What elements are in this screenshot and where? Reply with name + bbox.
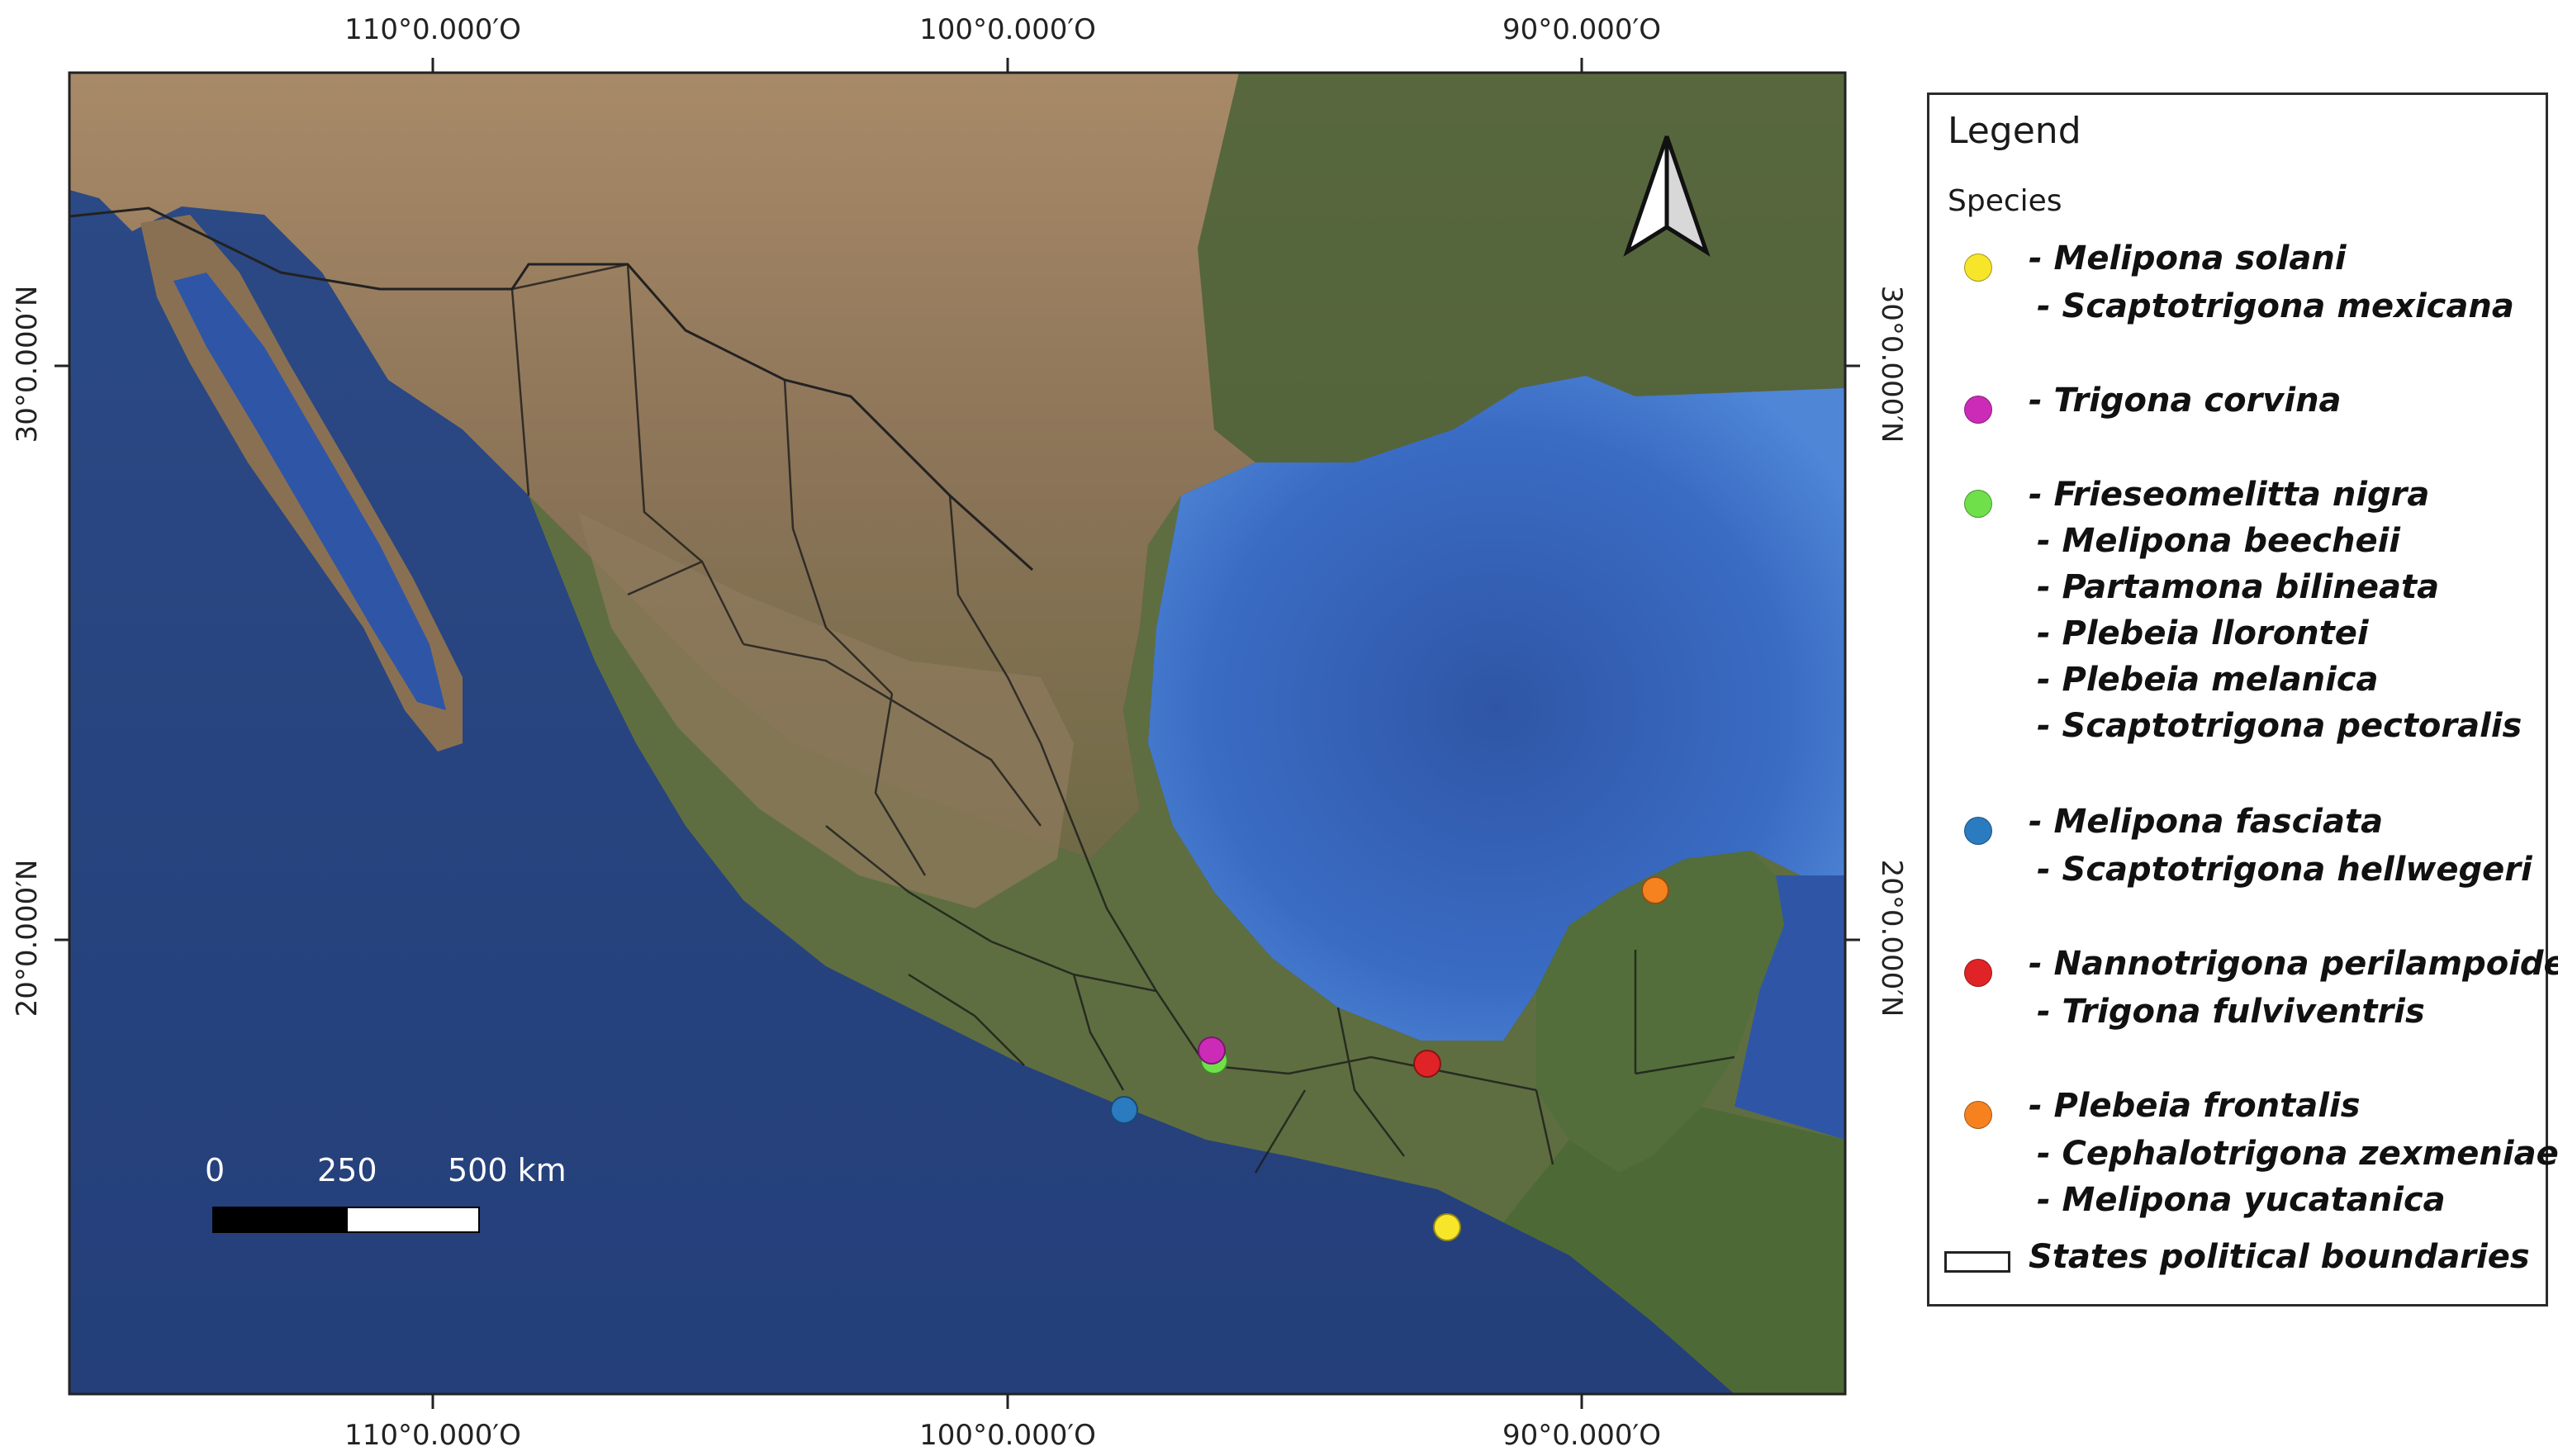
legend-dot-yellow	[1964, 254, 1992, 282]
coord-left-20: 20°0.000′N	[11, 859, 44, 1017]
legend-species: - Plebeia melanica	[2037, 661, 2379, 699]
gulf-of-california	[173, 273, 446, 710]
legend-panel: Legend Species - Melipona solani - Scapt…	[1927, 92, 2558, 1307]
graticule-ticks	[55, 58, 1860, 1409]
legend-species: - Melipona solani	[2029, 240, 2347, 277]
caribbean-sea	[1735, 875, 1845, 1140]
legend-dot-blue	[1964, 817, 1992, 845]
legend-species: - Scaptotrigona mexicana	[2037, 287, 2514, 325]
boundary-swatch	[1944, 1251, 2010, 1273]
gulf-of-mexico	[1148, 376, 1845, 1041]
satellite-map	[55, 58, 1860, 1409]
legend-species: - Melipona yucatanica	[2037, 1181, 2446, 1219]
scale-label-0: 0	[205, 1152, 225, 1188]
marker-orange	[1641, 876, 1669, 904]
marker-magenta	[1198, 1036, 1226, 1065]
legend-dot-orange	[1964, 1101, 1992, 1129]
legend-dot-green	[1964, 490, 1992, 518]
scale-label-500: 500 km	[448, 1152, 567, 1188]
coord-bottom-100: 100°0.000′O	[919, 1419, 1096, 1452]
legend-species: - Cephalotrigona zexmeniae	[2037, 1135, 2558, 1173]
legend-species: - Trigona fulviventris	[2037, 993, 2425, 1031]
central-america-land	[1503, 1107, 1845, 1394]
mexico-mainland	[529, 496, 1845, 1394]
map-frame	[68, 71, 1847, 1396]
legend-title: Legend	[1948, 110, 2081, 152]
eastern-us-land	[1198, 73, 1845, 462]
legend-species: - Melipona fasciata	[2029, 803, 2384, 841]
coord-bottom-90: 90°0.000′O	[1502, 1419, 1662, 1452]
legend-species: - Melipona beecheii	[2037, 522, 2401, 560]
central-highlands	[578, 512, 1074, 908]
legend-dot-red	[1964, 959, 1992, 987]
legend-species: - Frieseomelitta nigra	[2029, 476, 2430, 514]
legend-species: - Partamona bilineata	[2037, 568, 2440, 606]
legend-subtitle: Species	[1948, 184, 2062, 218]
map-area: 0 250 500 km 110°0.000′O 100°0.000′O 90°…	[11, 13, 1908, 1452]
legend-species: - Plebeia frontalis	[2029, 1087, 2361, 1125]
legend-dot-magenta	[1964, 396, 1992, 424]
coord-top-100: 100°0.000′O	[919, 13, 1096, 46]
yucatan-peninsula	[1536, 851, 1784, 1173]
coord-right-20: 20°0.000′N	[1875, 859, 1908, 1017]
scale-bar	[212, 1207, 480, 1233]
marker-red	[1413, 1050, 1441, 1078]
coord-left-30: 30°0.000′N	[11, 285, 44, 443]
legend-species: - Trigona corvina	[2029, 382, 2342, 420]
marker-yellow	[1433, 1213, 1461, 1241]
coord-top-110: 110°0.000′O	[344, 13, 521, 46]
coord-top-90: 90°0.000′O	[1502, 13, 1662, 46]
legend-species: - Nannotrigona perilampoides	[2029, 945, 2558, 983]
north-arrow-icon	[1623, 135, 1711, 257]
scale-label-250: 250	[317, 1152, 377, 1188]
us-mexico-border	[69, 206, 1034, 571]
legend-species: - Plebeia llorontei	[2037, 614, 2369, 652]
marker-blue	[1110, 1096, 1138, 1124]
coord-bottom-110: 110°0.000′O	[344, 1419, 521, 1452]
coord-right-30: 30°0.000′N	[1875, 285, 1908, 443]
legend-species: - Scaptotrigona pectoralis	[2037, 707, 2522, 745]
legend-species: - Scaptotrigona hellwegeri	[2037, 851, 2532, 889]
boundary-label: States political boundaries	[2029, 1238, 2530, 1276]
